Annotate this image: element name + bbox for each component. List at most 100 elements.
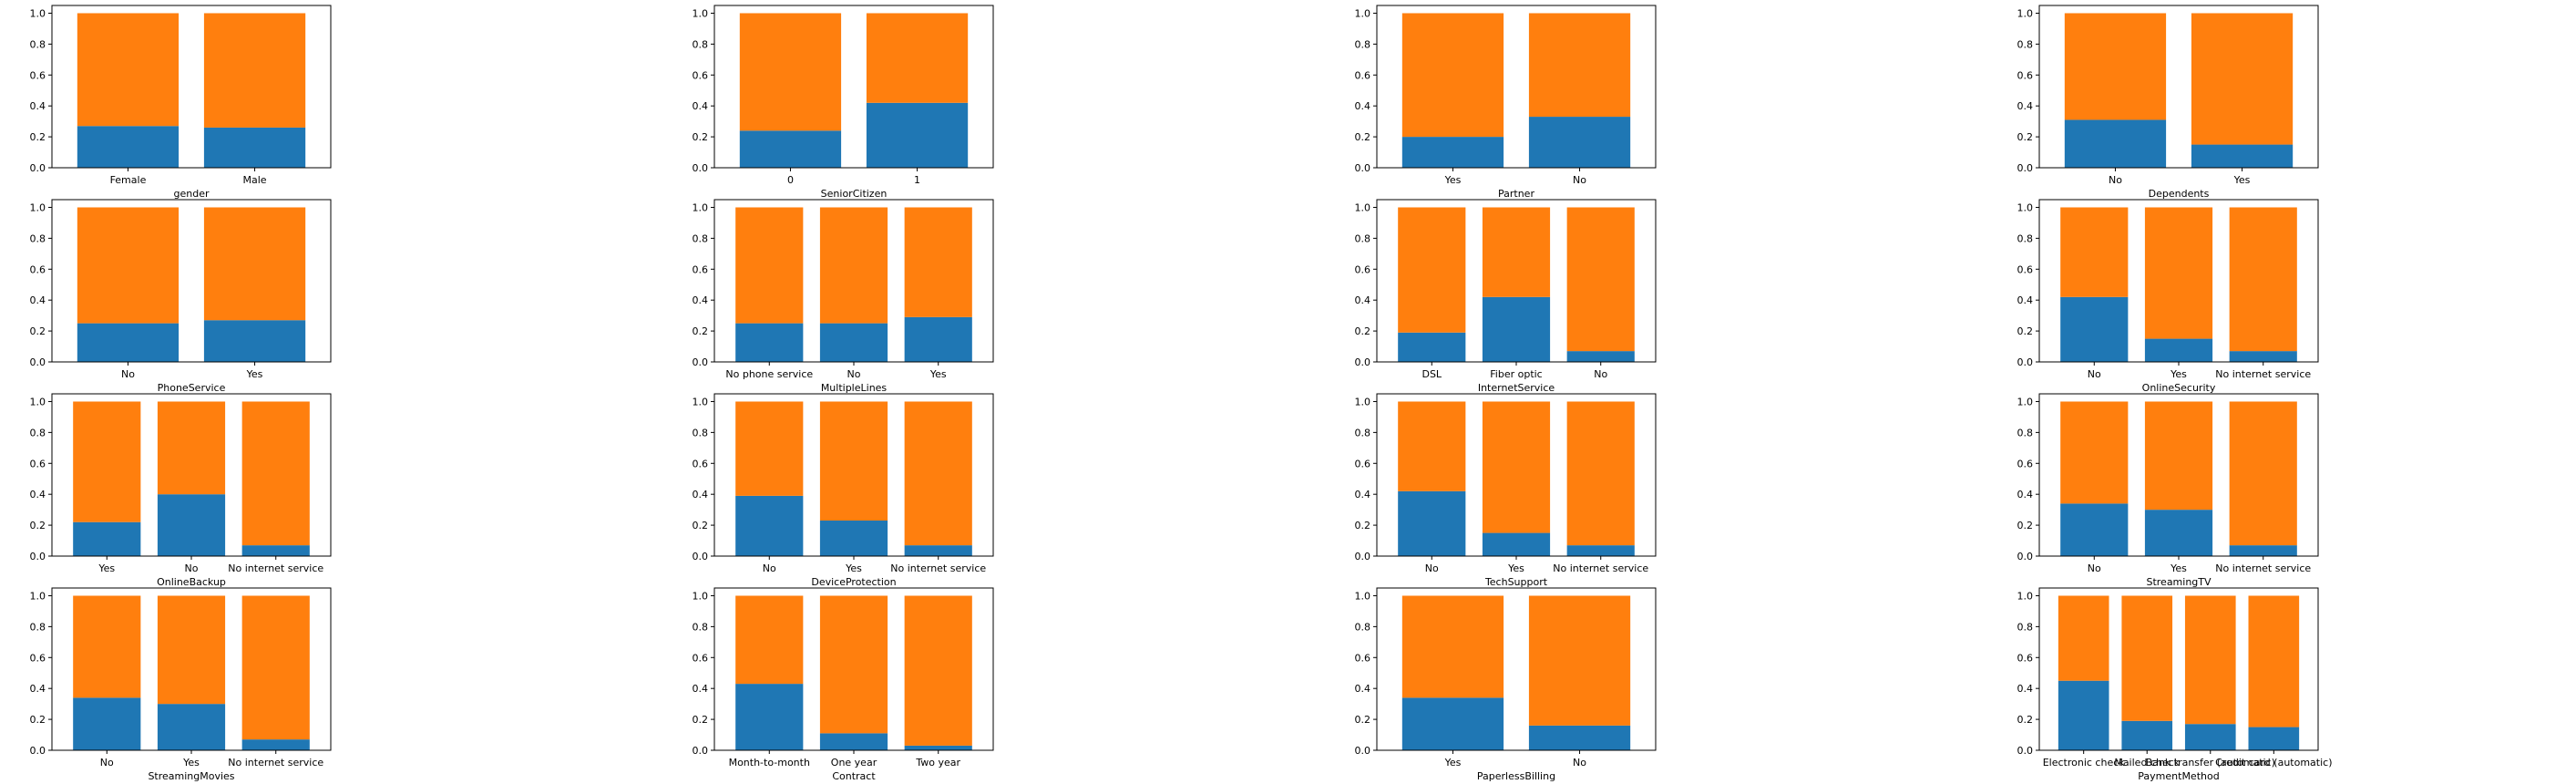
x-tick-label: No [2109,174,2122,186]
bar-PhoneService-0-series-0 [77,323,180,362]
subplot-PaperlessBilling: 0.0 0.2 0.4 0.6 0.8 1.0 Yes No PaperlessBilling [1355,587,1657,782]
y-tick-label: 0.2 [2017,520,2034,531]
y-tick-label: 0.4 [2017,489,2034,500]
bar-PaymentMethod-2-series-1 [2184,595,2236,725]
x-tick-label: No [185,562,199,574]
bar-OnlineBackup-0-series-0 [73,521,141,556]
subplot-Contract: 0.0 0.2 0.4 0.6 0.8 1.0 Month-to-month One year… [693,587,994,782]
bar-PhoneService-1-series-0 [203,320,306,362]
bar-Partner-0-series-0 [1401,137,1504,168]
y-tick-label: 0.2 [30,325,46,337]
bar-MultipleLines-2-series-0 [904,316,972,362]
bar-TechSupport-0-series-0 [1398,490,1466,556]
axes-frame [51,5,332,169]
y-tick-label: 0.4 [1355,294,1371,306]
bar-PaymentMethod-1-series-1 [2121,595,2173,721]
bar-gender-0-series-0 [77,126,180,168]
bar-OnlineSecurity-2-series-0 [2229,351,2297,362]
bar-StreamingTV-0-series-0 [2060,503,2129,556]
x-tick-label: Yes [246,368,263,380]
bar-StreamingMovies-2-series-1 [241,595,310,740]
bar-PaymentMethod-1-series-0 [2121,720,2173,750]
bar-Contract-1-series-1 [819,595,888,734]
x-tick-label: No [1573,757,1586,769]
y-tick-label: 0.6 [30,458,46,469]
bar-Dependents-0-series-1 [2064,13,2167,120]
x-tick-label: Credit card (automatic) [2215,757,2332,769]
x-tick-label: No internet service [228,757,323,769]
bar-StreamingTV-2-series-1 [2229,401,2297,546]
subplot-DeviceProtection: 0.0 0.2 0.4 0.6 0.8 1.0 No Yes No internet servi… [693,393,994,588]
bar-OnlineSecurity-1-series-1 [2144,207,2213,339]
y-tick-label: 0.4 [693,100,709,112]
y-tick-label: 1.0 [2017,7,2034,19]
x-tick-label: No [2088,368,2101,380]
y-tick-label: 0.6 [1355,263,1371,275]
y-tick-label: 0.0 [30,356,46,368]
y-tick-label: 0.0 [693,551,709,562]
y-tick-label: 0.8 [30,38,46,50]
x-tick-label: Electronic check [2043,757,2126,769]
x-tick-label: No [100,757,114,769]
axes-frame [2038,587,2319,751]
subplot-Partner: 0.0 0.2 0.4 0.6 0.8 1.0 Yes No Partner [1355,5,1657,200]
x-tick-label: No internet service [1553,562,1648,574]
x-tick-label: Bank transfer (automatic) [2146,757,2275,769]
y-tick-label: 0.8 [693,38,709,50]
y-tick-label: 1.0 [693,201,709,213]
bar-OnlineBackup-0-series-1 [73,401,141,522]
x-tick-label: 0 [787,174,794,186]
bar-InternetService-0-series-1 [1398,207,1466,333]
x-tick-label: No internet service [2215,562,2311,574]
bar-Contract-0-series-0 [735,684,804,750]
bar-gender-0-series-1 [77,13,180,127]
y-tick-label: 0.2 [2017,325,2034,337]
y-tick-label: 0.2 [2017,714,2034,726]
bar-PaperlessBilling-1-series-1 [1528,595,1631,726]
y-tick-label: 0.8 [693,621,709,633]
y-tick-label: 0.6 [2017,263,2034,275]
bar-MultipleLines-1-series-0 [819,323,888,362]
bar-OnlineBackup-1-series-1 [157,401,226,495]
bar-MultipleLines-0-series-1 [735,207,804,324]
y-tick-label: 0.6 [1355,652,1371,664]
x-tick-label: Two year [915,757,960,769]
y-tick-label: 0.0 [30,745,46,757]
y-tick-label: 1.0 [693,396,709,407]
x-axis-label: gender [174,188,210,200]
y-tick-label: 0.0 [1355,356,1371,368]
subplot-SeniorCitizen: 0.0 0.2 0.4 0.6 0.8 1.0 0 1 SeniorCitizen [693,5,994,200]
bar-TechSupport-1-series-1 [1482,401,1551,533]
bar-OnlineSecurity-0-series-1 [2060,207,2129,297]
bar-DeviceProtection-2-series-1 [904,401,972,546]
y-tick-label: 0.6 [2017,652,2034,664]
y-tick-label: 1.0 [1355,201,1371,213]
bar-Contract-0-series-1 [735,595,804,685]
bar-SeniorCitizen-1-series-1 [866,13,969,103]
x-tick-label: No [1573,174,1586,186]
y-tick-label: 1.0 [2017,201,2034,213]
bar-PhoneService-1-series-1 [203,207,306,321]
y-tick-label: 0.6 [693,458,709,469]
y-tick-label: 0.6 [1355,458,1371,469]
bar-StreamingMovies-0-series-1 [73,595,141,698]
subplot-InternetService: 0.0 0.2 0.4 0.6 0.8 1.0 DSL Fiber optic No Intern… [1355,199,1657,394]
y-tick-label: 0.8 [693,427,709,438]
y-tick-label: 0.8 [2017,232,2034,244]
x-axis-label: StreamingTV [2146,576,2212,588]
bar-TechSupport-0-series-1 [1398,401,1466,491]
x-tick-label: Yes [845,562,862,574]
bar-TechSupport-2-series-1 [1566,401,1635,546]
bar-PaymentMethod-3-series-1 [2248,595,2300,727]
bar-PaperlessBilling-0-series-1 [1401,595,1504,698]
x-tick-label: Yes [2233,174,2251,186]
subplot-StreamingMovies: 0.0 0.2 0.4 0.6 0.8 1.0 No Yes No internet servi… [30,587,332,782]
y-tick-label: 0.0 [2017,162,2034,174]
bar-Partner-1-series-1 [1528,13,1631,118]
x-axis-label: PaperlessBilling [1477,770,1555,782]
y-tick-label: 1.0 [30,201,46,213]
x-tick-label: No internet service [228,562,323,574]
bar-OnlineBackup-1-series-0 [157,494,226,556]
